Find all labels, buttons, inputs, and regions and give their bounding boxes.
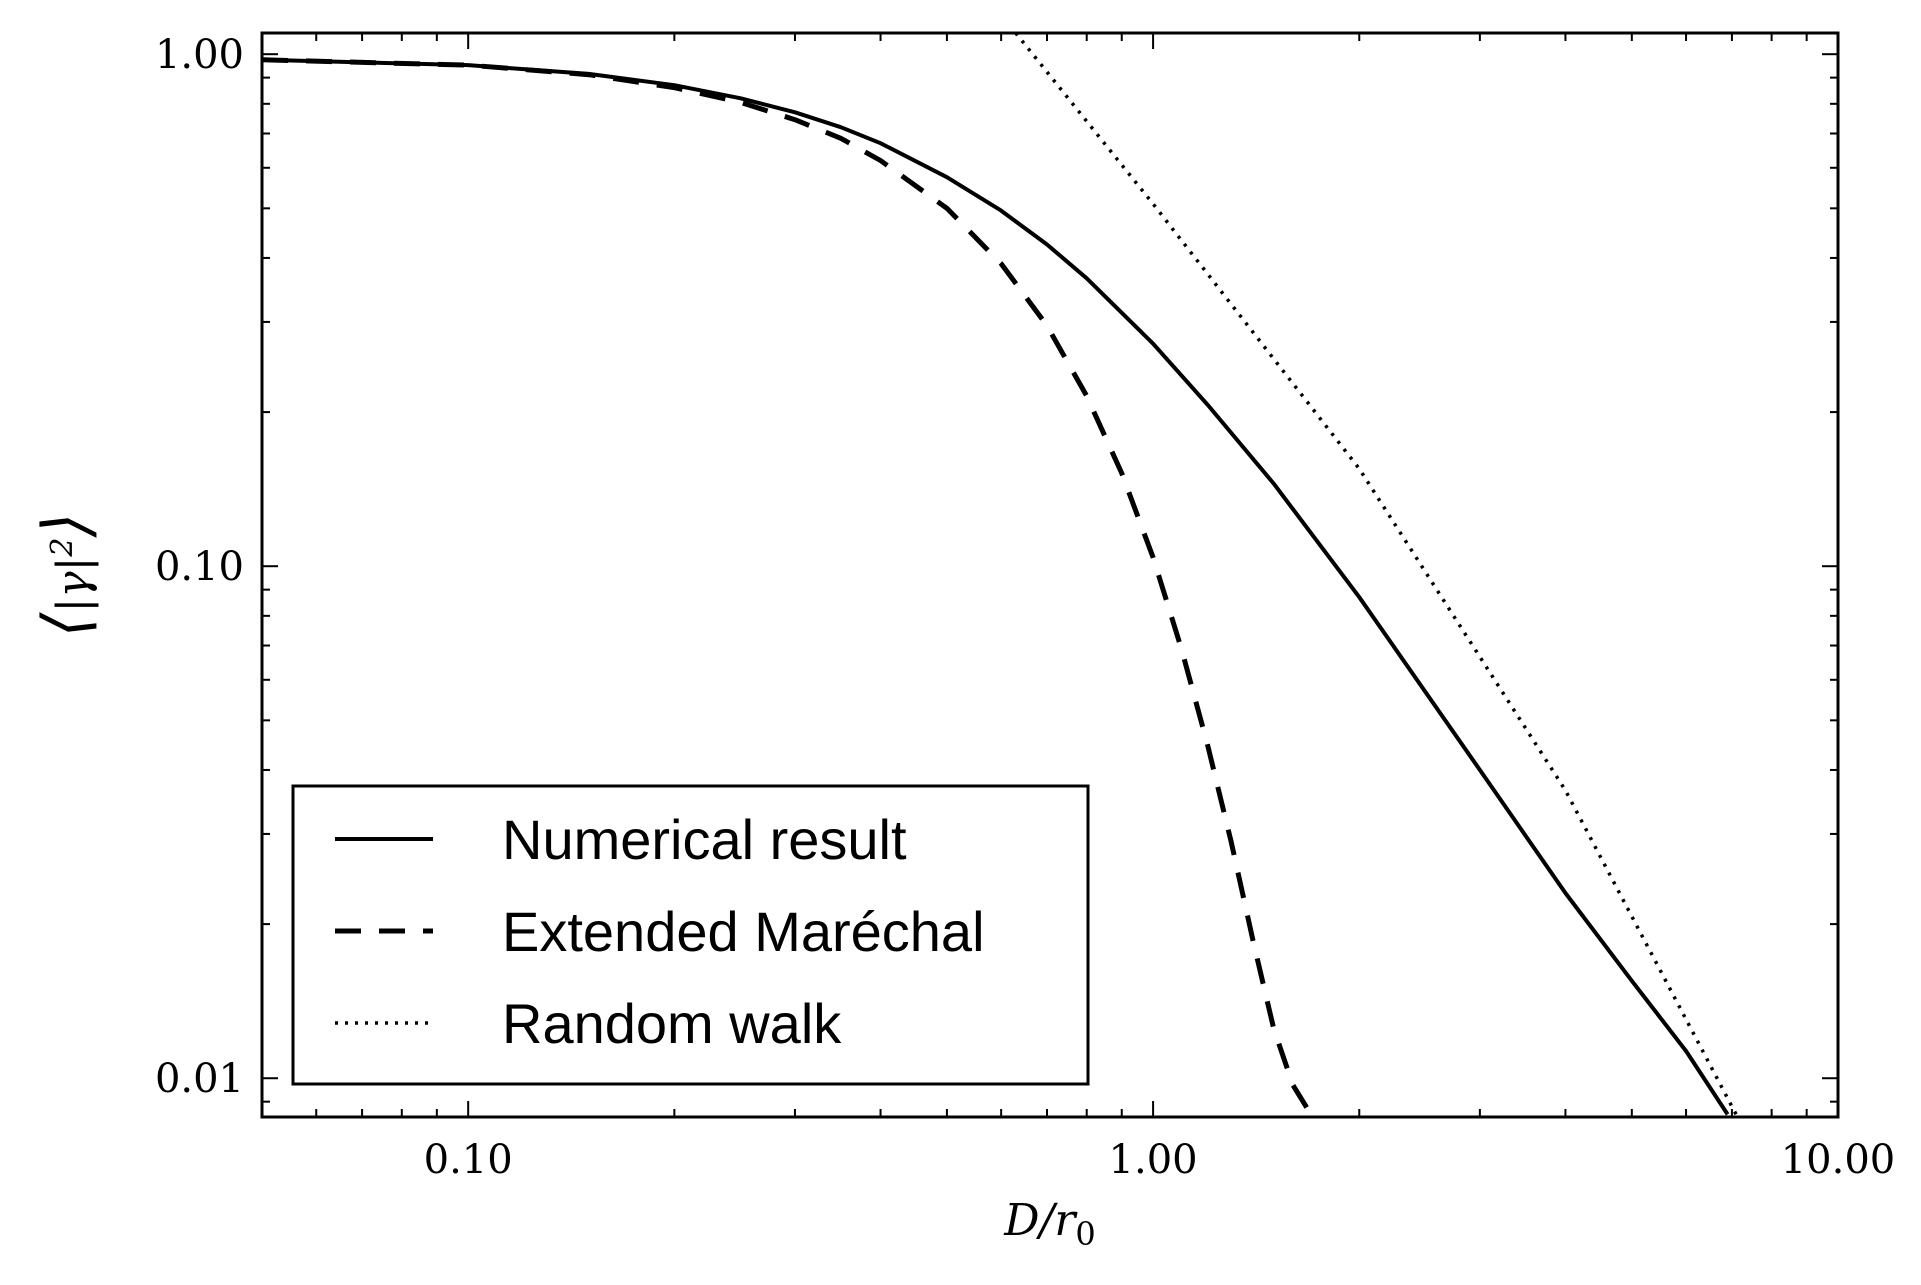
y-tick-label: 0.01 bbox=[155, 1056, 244, 1102]
x-axis-title-subscript: 0 bbox=[1075, 1215, 1095, 1253]
y-axis-title-text: ⟨|γ|2⟩ bbox=[30, 513, 104, 638]
legend-box bbox=[291, 784, 1090, 1086]
y-axis-title-gamma: γ bbox=[48, 571, 99, 598]
x-axis-title: D/r0 bbox=[1003, 1195, 1096, 1253]
legend-label-random-walk: Random walk bbox=[502, 992, 842, 1055]
y-axis-title: ⟨|γ|2⟩ bbox=[30, 513, 104, 638]
x-tick-label: 1.00 bbox=[1109, 1137, 1198, 1183]
x-tick-label: 10.00 bbox=[1781, 1137, 1896, 1183]
plot-frame bbox=[260, 31, 1840, 1119]
legend-label-extended-marechal: Extended Maréchal bbox=[502, 900, 985, 963]
y-axis-title-bar-left: | bbox=[48, 598, 99, 613]
y-axis-title-open-bracket: ⟨ bbox=[30, 611, 104, 637]
series-line-random-walk bbox=[1014, 33, 1738, 1116]
series-line-numerical-result bbox=[262, 57, 1730, 1116]
y-tick-label: 1.00 bbox=[155, 32, 244, 78]
y-axis-title-bar-right: | bbox=[48, 557, 99, 572]
x-tick-label: 0.10 bbox=[424, 1137, 513, 1183]
y-axis-title-close-bracket: ⟩ bbox=[30, 513, 104, 539]
legend-label-numerical-result: Numerical result bbox=[502, 808, 907, 871]
ticks-layer: 0.10 1.00 10.00 0.01 0.10 1.00 bbox=[155, 32, 1895, 1183]
x-axis-title-main: D/r bbox=[1003, 1195, 1078, 1246]
series-layer bbox=[262, 33, 1738, 1116]
y-axis-title-superscript: 2 bbox=[45, 537, 80, 557]
legend: Numerical result Extended Maréchal Rando… bbox=[291, 784, 1090, 1086]
y-tick-label: 0.10 bbox=[155, 544, 244, 590]
